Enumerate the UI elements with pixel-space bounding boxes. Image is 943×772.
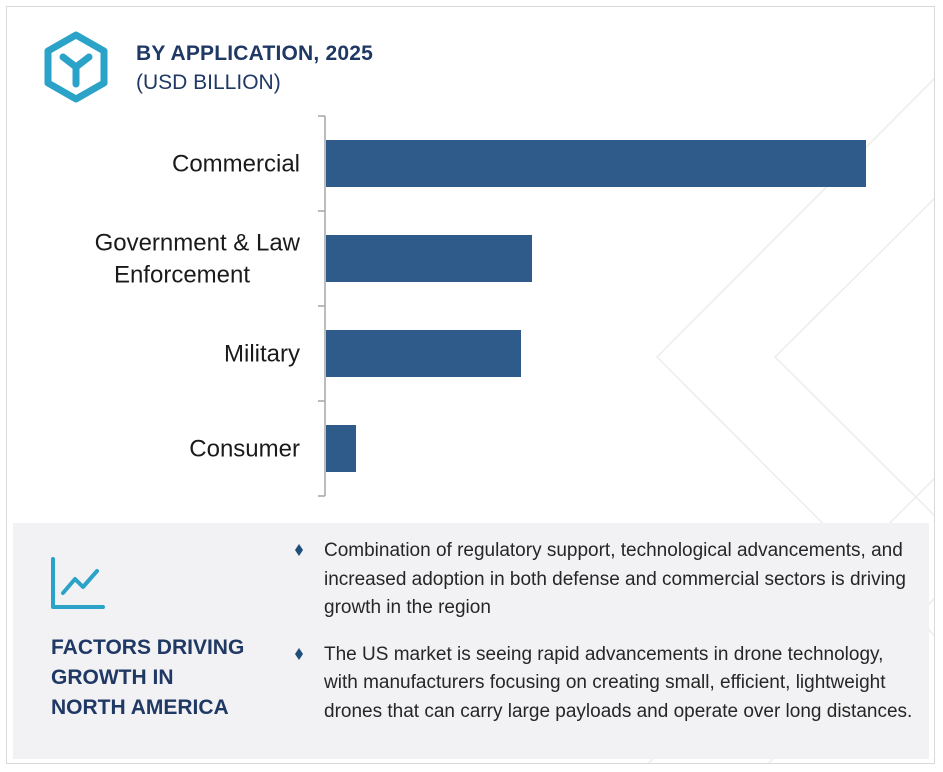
factors-panel: FACTORS DRIVING GROWTH IN NORTH AMERICA … <box>13 523 929 759</box>
factors-title: FACTORS DRIVING GROWTH IN NORTH AMERICA <box>51 633 271 723</box>
bullet-text: Combination of regulatory support, techn… <box>324 540 906 618</box>
list-item: Combination of regulatory support, techn… <box>289 537 919 623</box>
category-label: Commercial <box>172 151 300 178</box>
bar-consumer <box>326 425 356 472</box>
factors-title-line: FACTORS DRIVING <box>51 636 245 659</box>
hexagon-logo-icon <box>44 31 108 103</box>
category-label: Military <box>224 341 300 368</box>
infographic-card: BY APPLICATION, 2025 (USD BILLION) Comme… <box>6 6 935 764</box>
list-item: The US market is seeing rapid advancemen… <box>289 641 919 727</box>
category-label: Enforcement <box>114 262 250 289</box>
trend-line-chart-icon <box>51 557 105 609</box>
bar-government-law-enforcement <box>326 235 532 282</box>
factors-title-line: GROWTH IN <box>51 666 174 689</box>
category-label: Government & Law <box>95 230 301 257</box>
factors-title-line: NORTH AMERICA <box>51 696 229 719</box>
bullet-text: The US market is seeing rapid advancemen… <box>324 643 913 722</box>
chart-title: BY APPLICATION, 2025 <box>136 42 374 65</box>
bar-military <box>326 330 521 377</box>
diamond-bullet-icon <box>295 647 303 660</box>
bar-chart: Commercial Government & Law Enforcement Mil… <box>95 115 866 497</box>
chart-subtitle: (USD BILLION) <box>136 71 281 94</box>
diamond-bullet-icon <box>295 544 303 556</box>
bar-commercial <box>326 140 866 187</box>
factors-list: Combination of regulatory support, techn… <box>289 537 919 744</box>
category-label: Consumer <box>189 436 300 463</box>
